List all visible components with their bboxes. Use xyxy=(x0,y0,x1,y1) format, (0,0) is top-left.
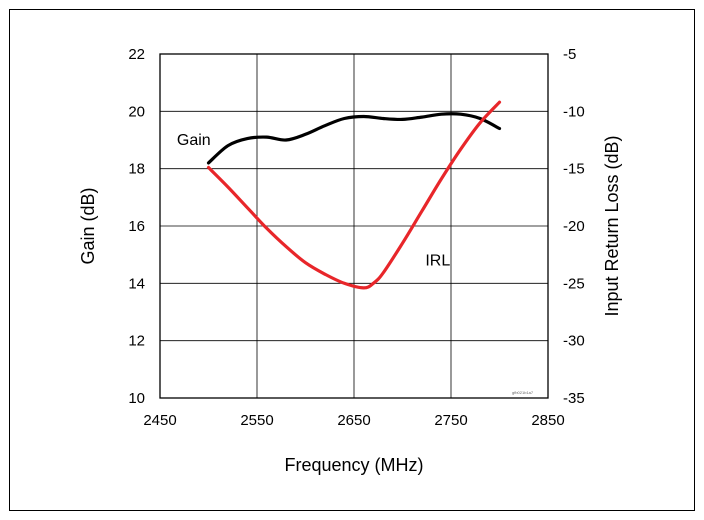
y-axis-left-label: Gain (dB) xyxy=(78,187,98,264)
y-right-tick-label: -25 xyxy=(563,275,585,292)
annotation-irl: IRL xyxy=(425,252,450,269)
x-tick-label: 2850 xyxy=(531,412,564,429)
y-right-tick-label: -20 xyxy=(563,218,585,235)
series-line-irl xyxy=(206,100,502,290)
y-right-tick-label: -5 xyxy=(563,46,576,63)
tick-labels: 2450 2550 2650 2750 2850 22 20 18 16 14 12 10 -5 -10 -… xyxy=(128,46,584,429)
series-lines xyxy=(206,100,502,290)
x-tick-label: 2750 xyxy=(434,412,467,429)
series-line-gain xyxy=(206,112,502,165)
y-left-tick-label: 16 xyxy=(128,218,145,235)
y-left-tick-label: 10 xyxy=(128,390,145,407)
y-right-tick-label: -10 xyxy=(563,103,585,120)
y-left-tick-label: 22 xyxy=(128,46,145,63)
grid xyxy=(159,53,549,399)
y-left-tick-label: 12 xyxy=(128,333,145,350)
y-right-tick-label: -30 xyxy=(563,333,585,350)
x-tick-label: 2550 xyxy=(240,412,273,429)
plot-area-border xyxy=(159,53,549,399)
x-axis-label: Frequency (MHz) xyxy=(284,455,423,475)
y-left-tick-label: 14 xyxy=(128,275,145,292)
y-right-tick-label: -15 xyxy=(563,161,585,178)
y-left-tick-label: 20 xyxy=(128,103,145,120)
x-tick-label: 2650 xyxy=(337,412,370,429)
annotation-gain: Gain xyxy=(177,132,211,149)
y-right-tick-label: -35 xyxy=(563,390,585,407)
y-axis-right-label: Input Return Loss (dB) xyxy=(602,135,622,316)
figure-id-watermark: gfb021b1a7 xyxy=(512,390,534,395)
x-tick-label: 2450 xyxy=(143,412,176,429)
y-left-tick-label: 18 xyxy=(128,161,145,178)
figure-frame xyxy=(9,9,695,511)
